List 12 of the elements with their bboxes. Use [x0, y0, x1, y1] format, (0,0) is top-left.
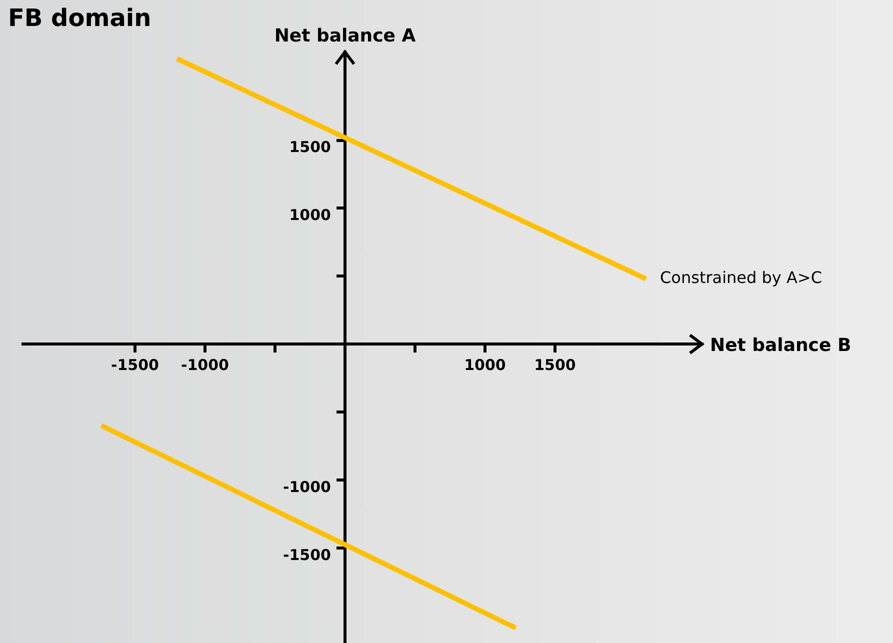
- y-axis-title: Net balance A: [274, 26, 416, 47]
- y-tick-label: -1500: [283, 546, 331, 564]
- x-tick-label: 1500: [534, 356, 576, 374]
- y-tick-label: 1000: [289, 206, 331, 224]
- x-tick-label: -1500: [111, 356, 159, 374]
- x-tick-label: 1000: [464, 356, 506, 374]
- x-tick-label: -1000: [181, 356, 229, 374]
- series-label: Constrained by A>C: [660, 268, 822, 288]
- chart-title: FB domain: [8, 4, 152, 32]
- y-tick-label: -1000: [283, 478, 331, 496]
- y-tick-label: 1500: [289, 138, 331, 156]
- x-axis-title: Net balance B: [710, 334, 852, 356]
